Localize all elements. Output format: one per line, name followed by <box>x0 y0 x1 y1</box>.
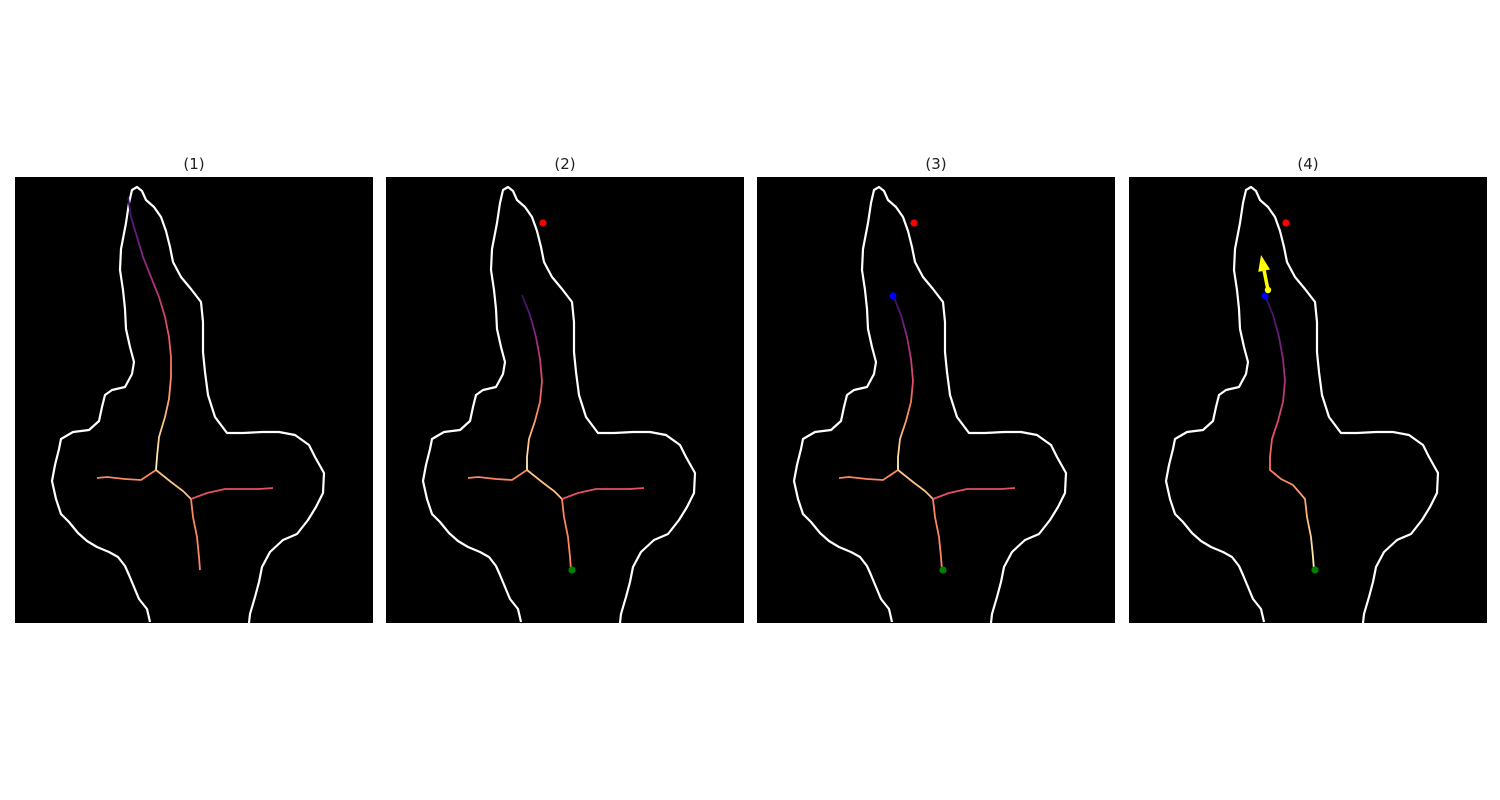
panel-image <box>1129 177 1487 623</box>
direction-arrow-head <box>1258 255 1271 272</box>
tip-point <box>1264 286 1272 294</box>
skeleton-side-branch <box>838 469 899 481</box>
panel-title: (4) <box>1297 155 1319 173</box>
skeleton-side-branch <box>897 469 934 500</box>
panel-title: (3) <box>925 155 947 173</box>
end-point <box>1311 566 1319 574</box>
shape-outline <box>1164 185 1440 623</box>
panel-3: (3) <box>757 150 1115 624</box>
panel-2: (2) <box>386 150 744 624</box>
image-background <box>386 177 744 623</box>
panel-4: (4) <box>1129 150 1487 624</box>
panel-title: (1) <box>183 155 205 173</box>
skeleton-main-branch <box>892 294 914 470</box>
start-point <box>539 219 547 227</box>
direction-arrow <box>1262 270 1270 291</box>
end-point <box>568 566 576 574</box>
skeleton-side-branch <box>155 469 192 500</box>
current-point <box>1261 292 1269 300</box>
panel-1: (1) <box>15 150 373 624</box>
image-background <box>1129 177 1487 623</box>
skeleton-side-branch <box>561 498 572 571</box>
panel-image <box>757 177 1115 623</box>
panel-image <box>386 177 744 623</box>
skeleton-side-branch <box>190 487 274 500</box>
skeleton-side-branch <box>526 469 563 500</box>
skeleton-side-branch <box>467 469 528 481</box>
image-background <box>15 177 373 623</box>
shape-outline <box>50 185 326 623</box>
end-point <box>939 566 947 574</box>
current-point <box>889 292 897 300</box>
shape-outline <box>792 185 1068 623</box>
skeleton-side-branch <box>96 469 157 481</box>
skeleton-main-branch <box>127 196 172 471</box>
start-point <box>910 219 918 227</box>
image-background <box>757 177 1115 623</box>
skeleton-main-branch <box>521 294 543 470</box>
skeleton-side-branch <box>932 487 1016 500</box>
skeleton-main-branch <box>1264 294 1315 571</box>
skeleton-side-branch <box>561 487 645 500</box>
skeleton-side-branch <box>190 498 201 571</box>
skeleton-side-branch <box>932 498 943 571</box>
panel-title: (2) <box>554 155 576 173</box>
start-point <box>1282 219 1290 227</box>
panel-image <box>15 177 373 623</box>
shape-outline <box>421 185 697 623</box>
